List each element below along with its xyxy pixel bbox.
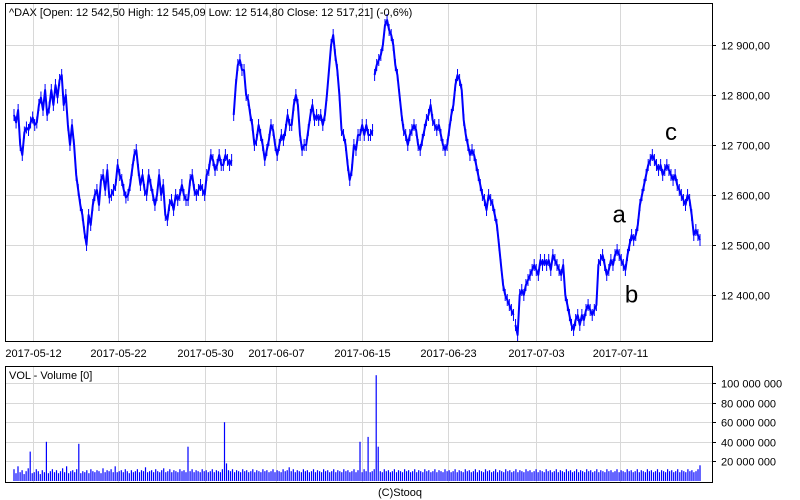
price-tick-label: 12 900,00: [721, 41, 770, 53]
volume-gridlines: [6, 367, 712, 482]
annotation-label-c: c: [665, 119, 677, 146]
price-tick-label: 12 700,00: [721, 141, 770, 153]
footer-copyright: (C)Stooq: [378, 487, 422, 499]
wave-annotations: a b c: [612, 119, 676, 309]
price-tick-label: 12 800,00: [721, 91, 770, 103]
x-tick-label: 2017-05-22: [90, 348, 146, 360]
volume-y-axis: 100 000 000 80 000 000 60 000 000 40 000 00…: [712, 379, 782, 469]
annotation-label-a: a: [612, 202, 626, 229]
x-tick-label: 2017-06-23: [420, 348, 476, 360]
volume-tick-label: 60 000 000: [721, 418, 776, 430]
volume-tick-label: 100 000 000: [721, 379, 782, 391]
price-tick-label: 12 500,00: [721, 241, 770, 253]
x-axis: 2017-05-12 2017-05-22 2017-05-30 2017-06-07…: [5, 348, 648, 360]
x-tick-label: 2017-06-15: [334, 348, 390, 360]
price-gridlines: [6, 4, 712, 341]
price-chart-title: ^DAX [Open: 12 542,50 High: 12 545,09 Lo…: [9, 7, 412, 19]
volume-chart-title: VOL - Volume [0]: [9, 370, 92, 382]
volume-tick-label: 20 000 000: [721, 457, 776, 469]
x-tick-label: 2017-05-12: [5, 348, 61, 360]
x-tick-label: 2017-07-11: [593, 348, 648, 360]
volume-panel: [5, 366, 713, 483]
price-tick-label: 12 600,00: [721, 191, 770, 203]
volume-tick-label: 80 000 000: [721, 399, 776, 411]
volume-tick-label: 40 000 000: [721, 438, 776, 450]
volume-bars: [13, 375, 701, 481]
price-series: [13, 14, 701, 341]
x-tick-label: 2017-07-03: [508, 348, 564, 360]
price-line-segment: [13, 74, 233, 246]
price-tick-label: 12 400,00: [721, 291, 770, 303]
x-tick-label: 2017-06-07: [248, 348, 304, 360]
annotation-label-b: b: [625, 282, 638, 309]
price-y-axis: 12 900,00 12 800,00 12 700,00 12 600,00 12 5…: [712, 41, 770, 303]
x-tick-label: 2017-05-30: [177, 348, 233, 360]
price-panel: [5, 3, 713, 342]
